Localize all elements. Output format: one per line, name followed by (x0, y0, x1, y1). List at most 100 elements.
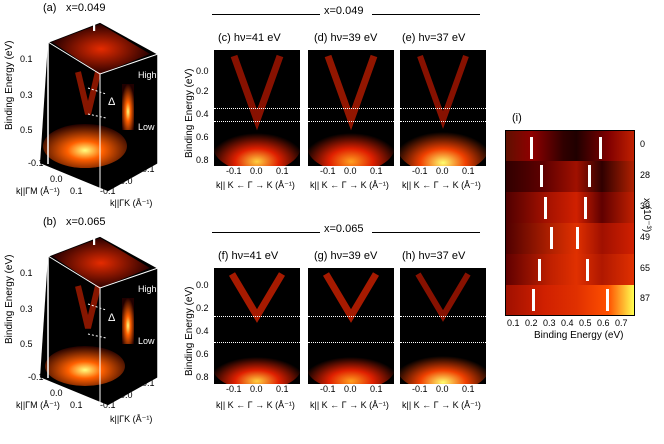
panel-a-3d-plot (0, 14, 175, 204)
row1-ytick: 0.4 (196, 109, 209, 119)
panel-b-delta-label: Δ (108, 312, 116, 324)
panel-b-scale-high: High (138, 284, 157, 294)
panel-c-xlabel: k|| K ← Γ → K (Å⁻¹) (216, 180, 295, 190)
panel-b-ky-label: k||ΓK (Å⁻¹) (110, 414, 153, 424)
panel-a-tag: (a) (43, 2, 57, 14)
panel-e-title: (e) hν=37 eV (402, 32, 466, 44)
panel-a-yaxis-label: Binding Energy (eV) (4, 40, 15, 131)
row1-ytick: 0.2 (196, 86, 209, 96)
panel-c-xtick: 0.0 (250, 166, 263, 176)
row2-ytick: 0.4 (196, 326, 209, 336)
panel-h-title: (h) hν=37 eV (402, 250, 466, 262)
panel-b-ky-tick: 0.0 (120, 390, 133, 400)
panel-a-ky-tick: 0.1 (142, 164, 155, 174)
panel-e-xtick: 0.0 (436, 166, 449, 176)
panel-h-spectrum (400, 268, 486, 384)
row2-ytick: 0.0 (196, 280, 209, 290)
panel-g-title: (g) hν=39 eV (314, 250, 378, 262)
panel-b-tag: (b) (43, 216, 57, 228)
panel-c-xtick: -0.1 (226, 166, 242, 176)
panel-e-spectrum (400, 50, 486, 166)
panel-b-kx-tick: 0.1 (70, 400, 83, 410)
panel-f-xtick: -0.1 (226, 384, 242, 394)
section-top-rule-right (372, 14, 480, 15)
panel-a-kx-tick: 0.0 (50, 174, 63, 184)
panel-b-3d-plot (0, 228, 175, 418)
row2-ytick: 0.6 (196, 349, 209, 359)
panel-e-xlabel: k|| K ← Γ → K (Å⁻¹) (402, 180, 481, 190)
panel-a-scale-high: High (138, 70, 157, 80)
row1-yaxis-label: Binding Energy (eV) (184, 68, 195, 159)
row2-ytick: 0.2 (196, 303, 209, 313)
panel-i-xlabel: Binding Energy (eV) (534, 330, 624, 341)
panel-i-xtick: 0.2 (525, 318, 538, 328)
panel-b-ytick: 0.5 (20, 339, 33, 349)
panel-a-ky-label: k||ΓK (Å⁻¹) (110, 198, 153, 208)
panel-i-ylabel: x (10⁻³) (641, 198, 652, 233)
row1-ytick: 0.0 (196, 66, 209, 76)
section-bottom-rule-right (372, 232, 480, 233)
panel-g-spectrum (308, 268, 394, 384)
panel-b-ky-tick: 0.1 (142, 378, 155, 388)
panel-b-gamma-label: Γ (92, 232, 102, 249)
panel-b-ytick: 0.1 (20, 268, 33, 278)
panel-a-kx-tick: -0.1 (28, 158, 44, 168)
panel-g-xlabel: k|| K ← Γ → K (Å⁻¹) (310, 400, 389, 410)
panel-a-ytick: 0.5 (20, 125, 33, 135)
panel-f-spectrum (214, 268, 300, 384)
panel-a-doping: x=0.049 (66, 2, 106, 14)
panel-f-xlabel: k|| K ← Γ → K (Å⁻¹) (216, 400, 295, 410)
row2-yaxis-label: Binding Energy (eV) (184, 286, 195, 377)
panel-a-ky-tick: -0.1 (100, 186, 116, 196)
panel-a-ytick: 0.1 (20, 54, 33, 64)
panel-d-xtick: 0.1 (370, 166, 383, 176)
panel-c-spectrum (214, 50, 300, 166)
panel-i-xtick: 0.5 (579, 318, 592, 328)
panel-i-heatmap (505, 130, 635, 316)
panel-i-row-label: 39 (640, 201, 651, 211)
panel-i-row-label: 65 (640, 263, 651, 273)
panel-i-tag: (i) (512, 112, 522, 124)
panel-e-xtick: 0.1 (462, 166, 475, 176)
panel-i-row-label: 49 (640, 232, 651, 242)
panel-b-scale-low: Low (138, 336, 155, 346)
panel-b-ky-tick: -0.1 (100, 400, 116, 410)
panel-e-xtick: -0.1 (412, 166, 428, 176)
panel-h-xtick: -0.1 (412, 384, 428, 394)
panel-i-row-label: 87 (640, 293, 651, 303)
panel-g-xtick: 0.0 (344, 384, 357, 394)
panel-h-xtick: 0.0 (436, 384, 449, 394)
panel-g-xtick: -0.1 (320, 384, 336, 394)
panel-i-xtick: 0.3 (543, 318, 556, 328)
panel-d-xtick: 0.0 (344, 166, 357, 176)
panel-i-xtick: 0.6 (597, 318, 610, 328)
panel-c-title: (c) hν=41 eV (218, 32, 281, 44)
panel-i-row-label: 0 (640, 139, 646, 149)
row1-ytick: 0.6 (196, 132, 209, 142)
panel-b-kx-label: k||ΓM (Å⁻¹) (16, 400, 60, 410)
panel-d-xlabel: k|| K ← Γ → K (Å⁻¹) (310, 180, 389, 190)
row1-ytick: 0.8 (196, 155, 209, 165)
panel-b-doping: x=0.065 (66, 216, 106, 228)
panel-a-scale-low: Low (138, 122, 155, 132)
panel-i-row-label: 28 (640, 170, 651, 180)
section-top-rule-left (212, 14, 320, 15)
panel-d-spectrum (308, 50, 394, 166)
panel-a-ky-tick: 0.0 (120, 176, 133, 186)
section-bottom-rule-left (212, 232, 320, 233)
panel-i-xtick: 0.4 (561, 318, 574, 328)
panel-d-title: (d) hν=39 eV (314, 32, 378, 44)
panel-a-ytick: 0.3 (20, 90, 33, 100)
panel-c-xtick: 0.1 (276, 166, 289, 176)
panel-b-yaxis-label: Binding Energy (eV) (4, 254, 15, 345)
panel-h-xtick: 0.1 (462, 384, 475, 394)
panel-f-xtick: 0.0 (250, 384, 263, 394)
panel-d-xtick: -0.1 (320, 166, 336, 176)
section-top-doping: x=0.049 (324, 5, 364, 17)
panel-f-xtick: 0.1 (276, 384, 289, 394)
panel-b-ytick: 0.3 (20, 304, 33, 314)
panel-g-xtick: 0.1 (370, 384, 383, 394)
panel-b-kx-tick: -0.1 (28, 372, 44, 382)
panel-h-xlabel: k|| K ← Γ → K (Å⁻¹) (402, 400, 481, 410)
panel-a-kx-label: k||ΓM (Å⁻¹) (16, 186, 60, 196)
